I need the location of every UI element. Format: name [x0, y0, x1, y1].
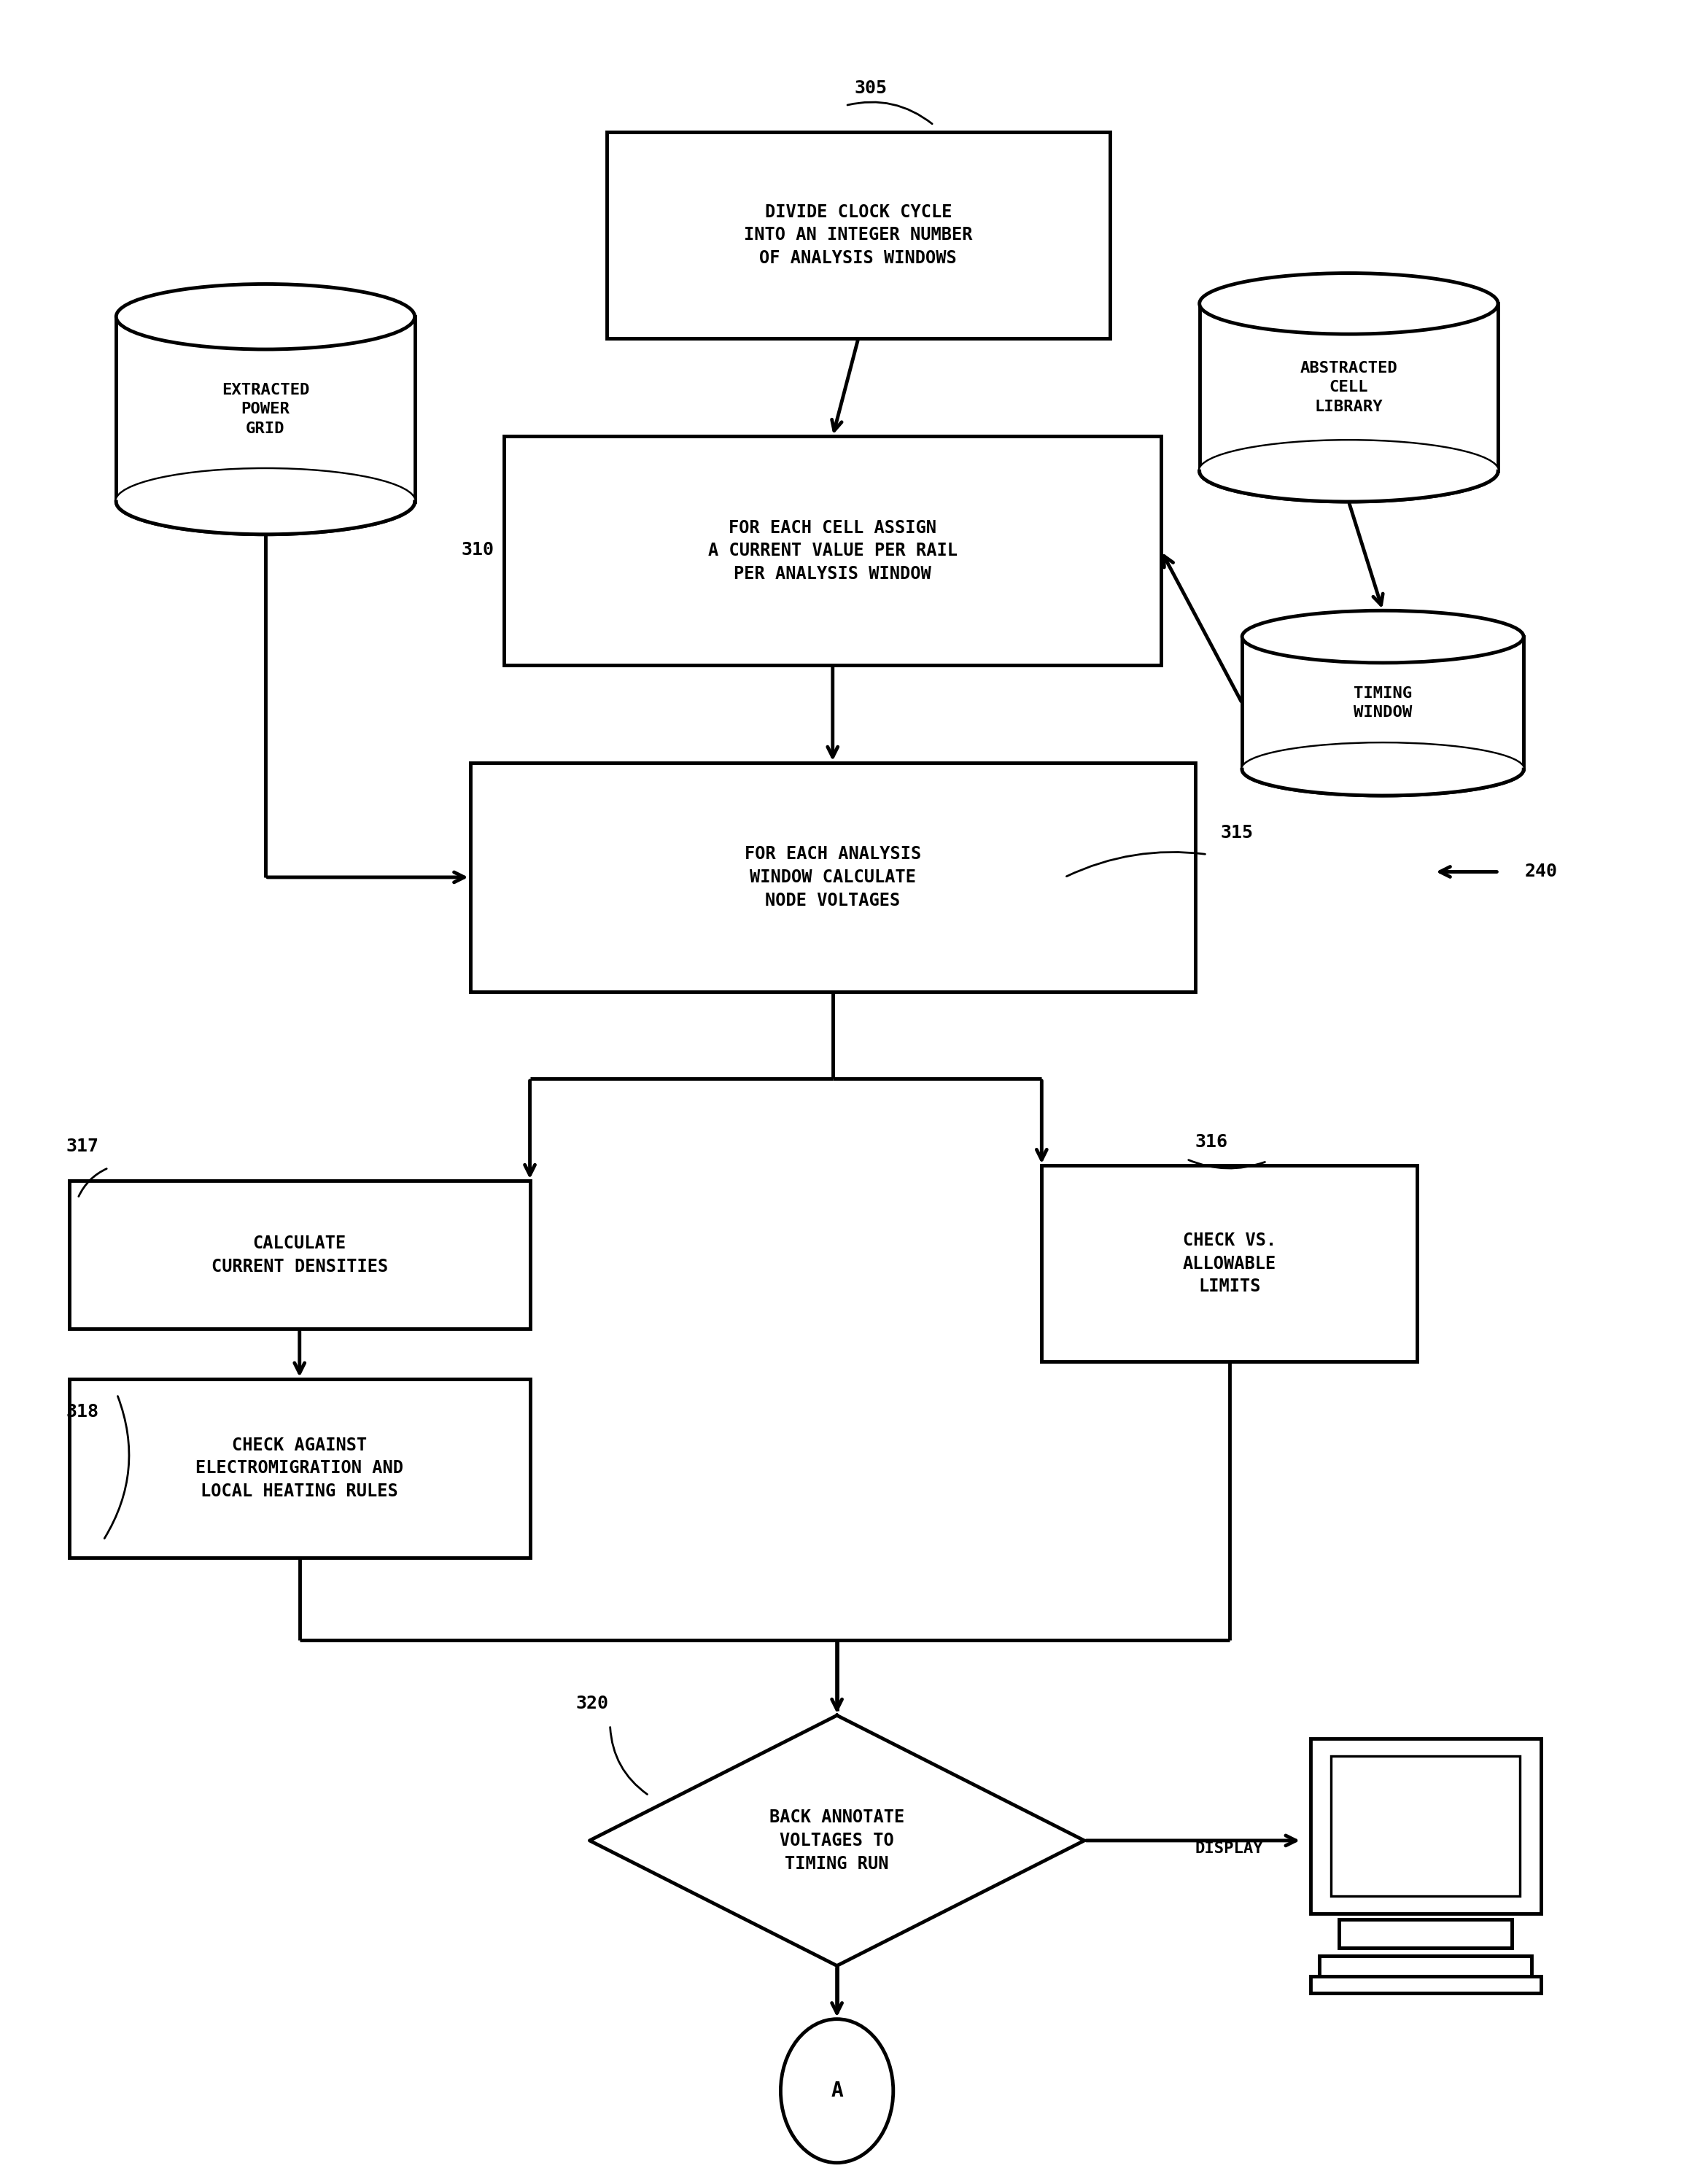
Ellipse shape — [1242, 743, 1524, 795]
Bar — [1199, 303, 1498, 471]
Text: 240: 240 — [1525, 863, 1558, 880]
Bar — [1339, 1920, 1512, 1948]
Text: 310: 310 — [461, 540, 494, 558]
Text: A: A — [830, 2081, 844, 2101]
Text: BACK ANNOTATE
VOLTAGES TO
TIMING RUN: BACK ANNOTATE VOLTAGES TO TIMING RUN — [769, 1809, 905, 1872]
Bar — [116, 316, 415, 501]
Text: 317: 317 — [67, 1137, 99, 1155]
Text: 315: 315 — [1221, 824, 1254, 841]
Bar — [1310, 1739, 1541, 1913]
Text: CHECK VS.
ALLOWABLE
LIMITS: CHECK VS. ALLOWABLE LIMITS — [1182, 1231, 1276, 1297]
Ellipse shape — [116, 468, 415, 534]
Bar — [70, 1379, 529, 1558]
Text: DIVIDE CLOCK CYCLE
INTO AN INTEGER NUMBER
OF ANALYSIS WINDOWS: DIVIDE CLOCK CYCLE INTO AN INTEGER NUMBE… — [745, 203, 972, 266]
Bar — [1320, 1957, 1532, 1979]
Bar — [1331, 1756, 1520, 1896]
Bar — [1310, 1976, 1541, 1994]
Text: CHECK AGAINST
ELECTROMIGRATION AND
LOCAL HEATING RULES: CHECK AGAINST ELECTROMIGRATION AND LOCAL… — [196, 1436, 403, 1499]
Text: 316: 316 — [1196, 1133, 1228, 1151]
Circle shape — [781, 2020, 893, 2164]
Bar — [606, 131, 1110, 338]
Text: 305: 305 — [854, 78, 886, 96]
Ellipse shape — [116, 283, 415, 349]
Bar — [470, 763, 1196, 991]
Text: EXTRACTED
POWER
GRID: EXTRACTED POWER GRID — [222, 384, 309, 436]
Ellipse shape — [1242, 610, 1524, 662]
Bar — [70, 1181, 529, 1329]
Text: ABSTRACTED
CELL
LIBRARY: ABSTRACTED CELL LIBRARY — [1300, 362, 1397, 414]
Ellipse shape — [1242, 743, 1524, 795]
Text: 320: 320 — [576, 1695, 608, 1713]
Bar — [1042, 1166, 1418, 1362]
Bar — [1242, 636, 1524, 769]
Ellipse shape — [1199, 440, 1498, 501]
Bar — [504, 436, 1161, 665]
Polygon shape — [589, 1715, 1085, 1965]
Text: TIMING
WINDOW: TIMING WINDOW — [1353, 686, 1413, 719]
Ellipse shape — [116, 468, 415, 534]
Text: FOR EACH CELL ASSIGN
A CURRENT VALUE PER RAIL
PER ANALYSIS WINDOW: FOR EACH CELL ASSIGN A CURRENT VALUE PER… — [709, 519, 958, 582]
Ellipse shape — [1199, 272, 1498, 333]
Text: CALCULATE
CURRENT DENSITIES: CALCULATE CURRENT DENSITIES — [212, 1235, 388, 1275]
Text: DISPLAY: DISPLAY — [1196, 1841, 1264, 1857]
Text: 318: 318 — [67, 1403, 99, 1421]
Text: FOR EACH ANALYSIS
WINDOW CALCULATE
NODE VOLTAGES: FOR EACH ANALYSIS WINDOW CALCULATE NODE … — [745, 845, 921, 909]
Ellipse shape — [1199, 440, 1498, 501]
